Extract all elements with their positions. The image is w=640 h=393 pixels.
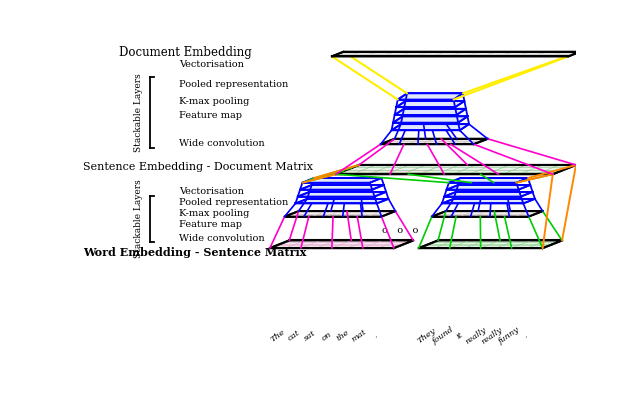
Polygon shape bbox=[447, 185, 531, 189]
Text: o   o   o: o o o bbox=[382, 226, 419, 235]
Polygon shape bbox=[298, 192, 386, 196]
Polygon shape bbox=[332, 52, 580, 57]
Polygon shape bbox=[336, 165, 576, 174]
Text: cat: cat bbox=[286, 329, 301, 343]
Text: it: it bbox=[455, 331, 465, 341]
Polygon shape bbox=[303, 178, 381, 183]
Polygon shape bbox=[449, 178, 528, 183]
Text: Wide convolution: Wide convolution bbox=[179, 233, 265, 242]
Polygon shape bbox=[270, 241, 413, 248]
Text: They: They bbox=[417, 327, 438, 345]
Text: really: really bbox=[464, 326, 488, 346]
Polygon shape bbox=[396, 101, 465, 107]
Text: K-max pooling: K-max pooling bbox=[179, 97, 250, 106]
Polygon shape bbox=[442, 199, 535, 204]
Text: mat: mat bbox=[350, 328, 368, 344]
Text: Document Embedding: Document Embedding bbox=[119, 46, 252, 59]
Text: Vectorisation: Vectorisation bbox=[179, 60, 244, 69]
Text: really: really bbox=[480, 326, 504, 346]
Text: Feature map: Feature map bbox=[179, 220, 242, 229]
Polygon shape bbox=[300, 185, 384, 189]
Text: Wide convolution: Wide convolution bbox=[179, 139, 265, 148]
Text: .: . bbox=[372, 332, 379, 340]
Polygon shape bbox=[381, 139, 488, 144]
Text: Word Embedding - Sentence Matrix: Word Embedding - Sentence Matrix bbox=[83, 247, 307, 258]
Polygon shape bbox=[444, 192, 532, 196]
Text: Sentence Embedding - Document Matrix: Sentence Embedding - Document Matrix bbox=[83, 162, 313, 171]
Text: Vectorisation: Vectorisation bbox=[179, 187, 244, 196]
Text: Stackable Layers: Stackable Layers bbox=[134, 73, 143, 152]
Text: funny: funny bbox=[497, 326, 521, 346]
Text: .: . bbox=[522, 332, 528, 340]
Polygon shape bbox=[296, 199, 388, 204]
Text: on: on bbox=[320, 330, 333, 342]
Text: Pooled representation: Pooled representation bbox=[179, 198, 289, 207]
Text: Pooled representation: Pooled representation bbox=[179, 81, 289, 89]
Text: Stackable Layers: Stackable Layers bbox=[134, 180, 143, 258]
Polygon shape bbox=[395, 109, 466, 115]
Text: found: found bbox=[431, 326, 456, 346]
Text: sat: sat bbox=[303, 329, 317, 343]
Text: The: The bbox=[269, 328, 287, 344]
Polygon shape bbox=[336, 171, 435, 174]
Polygon shape bbox=[419, 241, 562, 248]
Polygon shape bbox=[432, 211, 543, 217]
Text: the: the bbox=[335, 329, 351, 343]
Polygon shape bbox=[285, 211, 396, 217]
Text: K-max pooling: K-max pooling bbox=[179, 209, 250, 218]
Polygon shape bbox=[392, 124, 469, 130]
Polygon shape bbox=[393, 116, 467, 123]
Polygon shape bbox=[397, 94, 463, 99]
Text: Feature map: Feature map bbox=[179, 111, 242, 120]
